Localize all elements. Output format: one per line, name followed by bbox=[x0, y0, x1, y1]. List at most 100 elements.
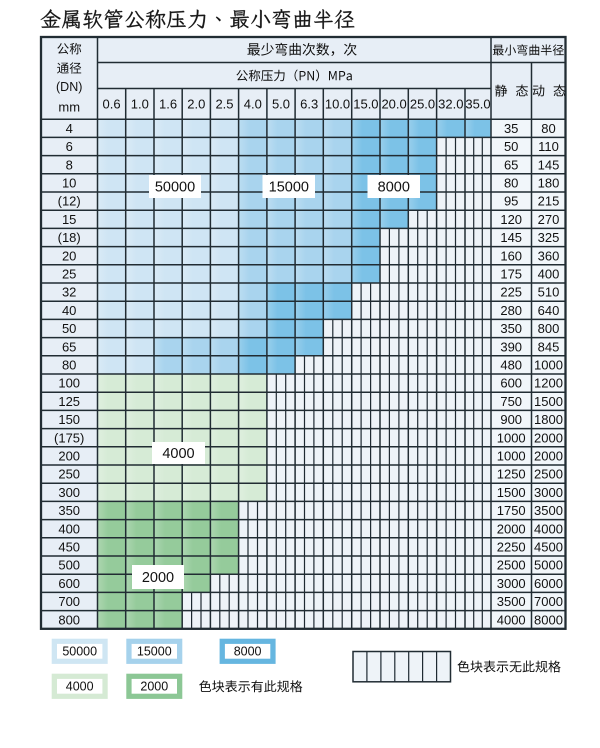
svg-text:300: 300 bbox=[58, 485, 80, 500]
svg-text:6000: 6000 bbox=[534, 576, 563, 591]
svg-text:600: 600 bbox=[58, 576, 80, 591]
svg-text:2000: 2000 bbox=[140, 680, 168, 694]
svg-text:500: 500 bbox=[58, 558, 80, 573]
svg-text:150: 150 bbox=[58, 412, 80, 427]
svg-text:15: 15 bbox=[62, 212, 76, 227]
svg-text:100: 100 bbox=[58, 376, 80, 391]
svg-text:640: 640 bbox=[538, 303, 560, 318]
svg-text:7000: 7000 bbox=[534, 594, 563, 609]
svg-text:4000: 4000 bbox=[162, 446, 194, 462]
svg-text:1800: 1800 bbox=[534, 412, 563, 427]
svg-text:250: 250 bbox=[58, 467, 80, 482]
svg-text:4000: 4000 bbox=[534, 521, 563, 536]
svg-text:40: 40 bbox=[62, 303, 76, 318]
svg-text:450: 450 bbox=[58, 540, 80, 555]
svg-text:mm: mm bbox=[58, 100, 80, 115]
svg-text:2000: 2000 bbox=[534, 430, 563, 445]
svg-text:600: 600 bbox=[500, 376, 522, 391]
svg-text:390: 390 bbox=[500, 339, 522, 354]
svg-text:200: 200 bbox=[58, 449, 80, 464]
svg-text:3000: 3000 bbox=[497, 576, 526, 591]
svg-text:400: 400 bbox=[538, 267, 560, 282]
svg-text:2000: 2000 bbox=[534, 449, 563, 464]
svg-text:3500: 3500 bbox=[497, 594, 526, 609]
svg-text:2000: 2000 bbox=[142, 570, 174, 586]
svg-text:80: 80 bbox=[504, 176, 518, 191]
svg-text:65: 65 bbox=[504, 157, 518, 172]
svg-text:80: 80 bbox=[62, 358, 76, 373]
svg-text:145: 145 bbox=[500, 230, 522, 245]
svg-text:80: 80 bbox=[541, 121, 555, 136]
svg-text:1200: 1200 bbox=[534, 376, 563, 391]
svg-text:480: 480 bbox=[500, 358, 522, 373]
svg-text:120: 120 bbox=[500, 212, 522, 227]
svg-text:(175): (175) bbox=[54, 430, 84, 445]
svg-text:25.0: 25.0 bbox=[410, 97, 435, 112]
svg-text:1750: 1750 bbox=[497, 503, 526, 518]
svg-text:1500: 1500 bbox=[534, 394, 563, 409]
svg-text:35.0: 35.0 bbox=[465, 97, 490, 112]
svg-text:50000: 50000 bbox=[62, 645, 97, 659]
svg-text:160: 160 bbox=[500, 248, 522, 263]
svg-text:(12): (12) bbox=[58, 194, 81, 209]
svg-text:215: 215 bbox=[538, 194, 560, 209]
svg-text:2250: 2250 bbox=[497, 540, 526, 555]
svg-text:4000: 4000 bbox=[497, 612, 526, 627]
svg-text:8000: 8000 bbox=[234, 645, 262, 659]
svg-text:1000: 1000 bbox=[497, 449, 526, 464]
svg-text:25: 25 bbox=[62, 267, 76, 282]
svg-text:400: 400 bbox=[58, 521, 80, 536]
svg-text:0.6: 0.6 bbox=[103, 97, 121, 112]
svg-text:2000: 2000 bbox=[497, 521, 526, 536]
svg-text:180: 180 bbox=[538, 176, 560, 191]
svg-text:2.0: 2.0 bbox=[187, 97, 205, 112]
svg-text:15.0: 15.0 bbox=[353, 97, 378, 112]
svg-text:50000: 50000 bbox=[155, 180, 195, 196]
svg-text:350: 350 bbox=[58, 503, 80, 518]
svg-text:750: 750 bbox=[500, 394, 522, 409]
svg-text:4: 4 bbox=[66, 121, 73, 136]
svg-text:4.0: 4.0 bbox=[244, 97, 262, 112]
svg-text:95: 95 bbox=[504, 194, 518, 209]
svg-text:8: 8 bbox=[66, 157, 73, 172]
svg-text:32.0: 32.0 bbox=[438, 97, 463, 112]
svg-text:65: 65 bbox=[62, 339, 76, 354]
svg-text:110: 110 bbox=[538, 139, 559, 154]
svg-text:3500: 3500 bbox=[534, 503, 563, 518]
svg-text:4500: 4500 bbox=[534, 540, 563, 555]
svg-text:1000: 1000 bbox=[534, 358, 563, 373]
svg-text:700: 700 bbox=[58, 594, 80, 609]
svg-text:360: 360 bbox=[538, 248, 560, 263]
svg-text:15000: 15000 bbox=[269, 180, 309, 196]
svg-text:900: 900 bbox=[500, 412, 522, 427]
svg-text:145: 145 bbox=[538, 157, 560, 172]
svg-text:800: 800 bbox=[58, 612, 80, 627]
svg-text:(DN): (DN) bbox=[56, 80, 82, 94]
svg-text:225: 225 bbox=[500, 285, 522, 300]
svg-text:325: 325 bbox=[538, 230, 560, 245]
svg-text:845: 845 bbox=[538, 339, 560, 354]
svg-text:1250: 1250 bbox=[497, 467, 526, 482]
svg-text:350: 350 bbox=[500, 321, 522, 336]
svg-text:8000: 8000 bbox=[534, 612, 563, 627]
svg-text:20.0: 20.0 bbox=[381, 97, 406, 112]
svg-text:175: 175 bbox=[500, 267, 522, 282]
svg-text:510: 510 bbox=[538, 285, 560, 300]
svg-text:6.3: 6.3 bbox=[300, 97, 318, 112]
svg-text:2500: 2500 bbox=[534, 467, 563, 482]
svg-text:8000: 8000 bbox=[378, 180, 410, 196]
svg-text:(18): (18) bbox=[58, 230, 81, 245]
svg-text:125: 125 bbox=[58, 394, 80, 409]
svg-text:20: 20 bbox=[62, 248, 76, 263]
svg-text:1.0: 1.0 bbox=[131, 97, 149, 112]
svg-text:280: 280 bbox=[500, 303, 522, 318]
svg-text:800: 800 bbox=[538, 321, 560, 336]
svg-text:6: 6 bbox=[66, 139, 73, 154]
svg-text:5.0: 5.0 bbox=[272, 97, 290, 112]
svg-text:1000: 1000 bbox=[497, 430, 526, 445]
svg-text:2500: 2500 bbox=[497, 558, 526, 573]
svg-text:270: 270 bbox=[538, 212, 560, 227]
svg-text:50: 50 bbox=[504, 139, 518, 154]
svg-text:1.6: 1.6 bbox=[159, 97, 177, 112]
svg-text:15000: 15000 bbox=[137, 645, 172, 659]
